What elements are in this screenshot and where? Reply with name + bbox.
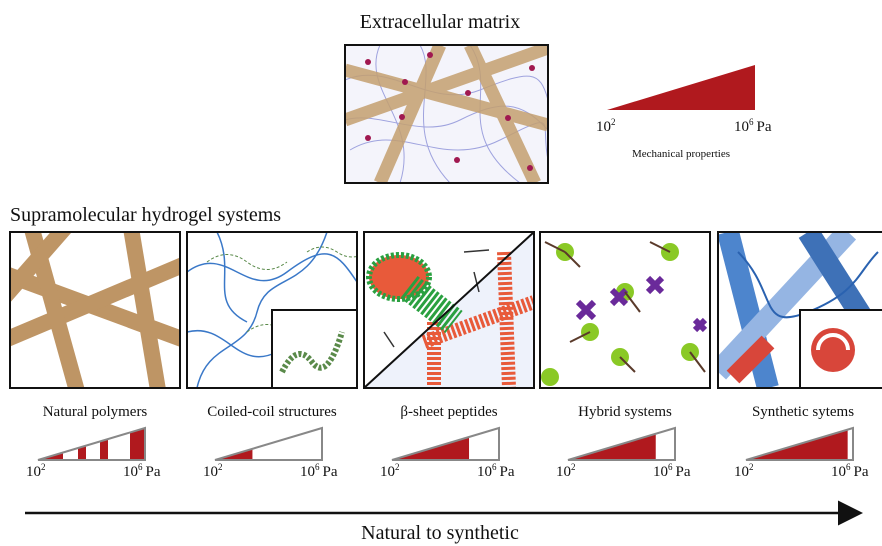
scale-exponent: 6 <box>138 462 143 472</box>
panel-illustration <box>540 232 710 388</box>
scale-exponent: 6 <box>846 462 851 472</box>
scale-exponent: 6 <box>492 462 497 472</box>
panel-illustration <box>0 222 190 402</box>
scale-exponent: 6 <box>749 117 754 127</box>
scale-unit: Pa <box>323 464 338 480</box>
scale-exponent: 2 <box>611 117 616 127</box>
panel-label: Hybrid systems <box>578 404 672 420</box>
scale-base: 10 <box>203 464 218 480</box>
ecm-title: Extracellular matrix <box>360 11 520 33</box>
arrow-label: Natural to synthetic <box>361 522 519 544</box>
scale-unit: Pa <box>854 464 869 480</box>
scale-outline <box>38 428 145 460</box>
scale-base: 10 <box>26 464 41 480</box>
ecm-scale-triangle <box>607 65 755 110</box>
scale-exponent: 6 <box>668 462 673 472</box>
scale-exponent: 2 <box>571 462 576 472</box>
scale-base: 10 <box>831 464 846 480</box>
scale-base: 10 <box>477 464 492 480</box>
section-title: Supramolecular hydrogel systems <box>10 204 281 226</box>
scale-base: 10 <box>300 464 315 480</box>
scale-exponent: 2 <box>395 462 400 472</box>
scale-unit: Pa <box>676 464 691 480</box>
figure: Extracellular matrix 102106PaMechanical … <box>0 0 882 546</box>
panel-label: Natural polymers <box>43 404 148 420</box>
page: { "ecm": { "title": "Extracellular matri… <box>0 0 882 546</box>
scale-base: 10 <box>380 464 395 480</box>
scale-unit: Pa <box>146 464 161 480</box>
panel-label: Synthetic sytems <box>752 404 854 420</box>
scale-exponent: 2 <box>218 462 223 472</box>
scale-min-label: 102 <box>734 462 754 480</box>
scale-outline <box>215 428 322 460</box>
scale-base: 10 <box>734 464 749 480</box>
scale-base: 10 <box>596 119 611 135</box>
scale-base: 10 <box>123 464 138 480</box>
panel-label: β-sheet peptides <box>400 404 497 420</box>
ecm-illustration <box>345 45 548 183</box>
scale-caption: Mechanical properties <box>632 148 730 160</box>
scale-unit: Pa <box>500 464 515 480</box>
scale-fill <box>100 439 108 460</box>
panel-illustration <box>364 232 534 388</box>
scale-unit: Pa <box>757 119 772 135</box>
scale-base: 10 <box>556 464 571 480</box>
scale-min-label: 102 <box>596 117 616 135</box>
panel-label: Coiled-coil structures <box>207 404 337 420</box>
scale-base: 10 <box>653 464 668 480</box>
scale-exponent: 6 <box>315 462 320 472</box>
scale-exponent: 2 <box>41 462 46 472</box>
scale-min-label: 102 <box>203 462 223 480</box>
scale-min-label: 102 <box>26 462 46 480</box>
scale-min-label: 102 <box>556 462 576 480</box>
scale-min-label: 102 <box>380 462 400 480</box>
scale-exponent: 2 <box>749 462 754 472</box>
panel-illustration <box>718 232 882 388</box>
scale-base: 10 <box>734 119 749 135</box>
panel-illustration <box>187 232 367 388</box>
